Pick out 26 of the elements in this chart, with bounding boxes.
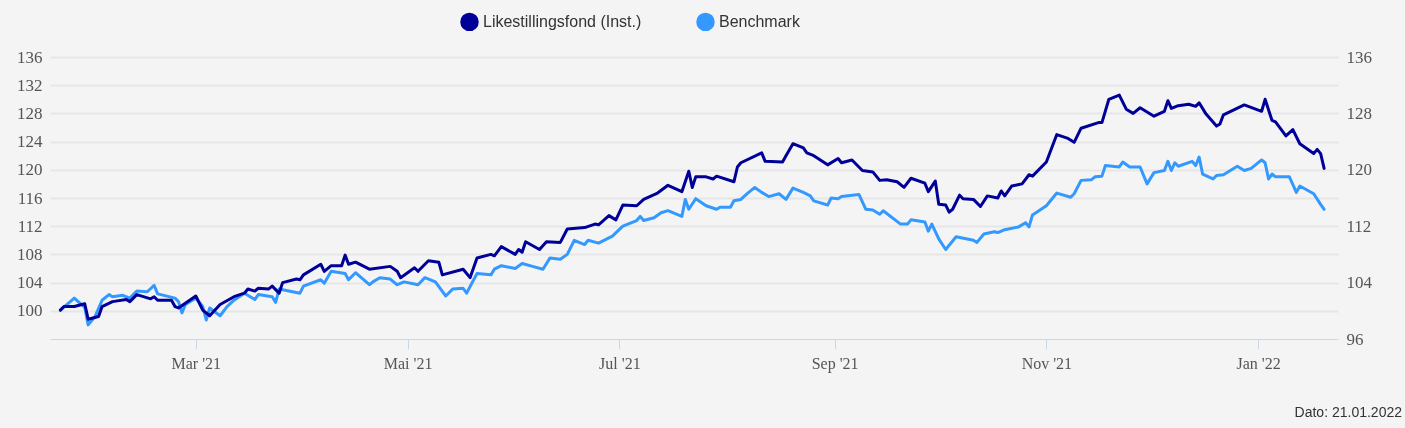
y-tick-label: 128 bbox=[17, 103, 43, 123]
y-tick-label: 116 bbox=[17, 188, 43, 208]
x-tick-label: Mar '21 bbox=[171, 354, 222, 372]
y2-tick-label: 112 bbox=[1346, 216, 1372, 236]
y2-tick-label: 96 bbox=[1346, 329, 1364, 349]
x-tick-label: Jul '21 bbox=[599, 354, 641, 372]
y-tick-label: 108 bbox=[17, 244, 43, 264]
line-series bbox=[58, 93, 1326, 321]
y2-tick-label: 136 bbox=[1346, 47, 1372, 67]
legend-label: Likestillingsfond (Inst.) bbox=[483, 12, 642, 30]
y-tick-label: 124 bbox=[17, 132, 43, 152]
x-tick-label: Mai '21 bbox=[383, 354, 433, 372]
y-tick-label: 132 bbox=[17, 75, 43, 95]
x-tick-label: Jan '22 bbox=[1236, 354, 1281, 372]
legend-label: Benchmark bbox=[719, 12, 801, 30]
x-tick-label: Sep '21 bbox=[811, 354, 859, 373]
y2-tick-label: 128 bbox=[1346, 103, 1372, 123]
x-tick-label: Nov '21 bbox=[1021, 354, 1073, 372]
text: Dato: 21.01.2022 bbox=[1294, 404, 1403, 420]
y2-tick-label: 104 bbox=[1346, 273, 1373, 293]
y-tick-label: 104 bbox=[17, 273, 43, 293]
y-tick-label: 120 bbox=[17, 160, 43, 180]
y-tick-label: 136 bbox=[17, 47, 43, 67]
y-tick-label: 112 bbox=[17, 216, 43, 236]
y-tick-label: 100 bbox=[17, 301, 43, 321]
y2-tick-label: 120 bbox=[1346, 160, 1372, 180]
